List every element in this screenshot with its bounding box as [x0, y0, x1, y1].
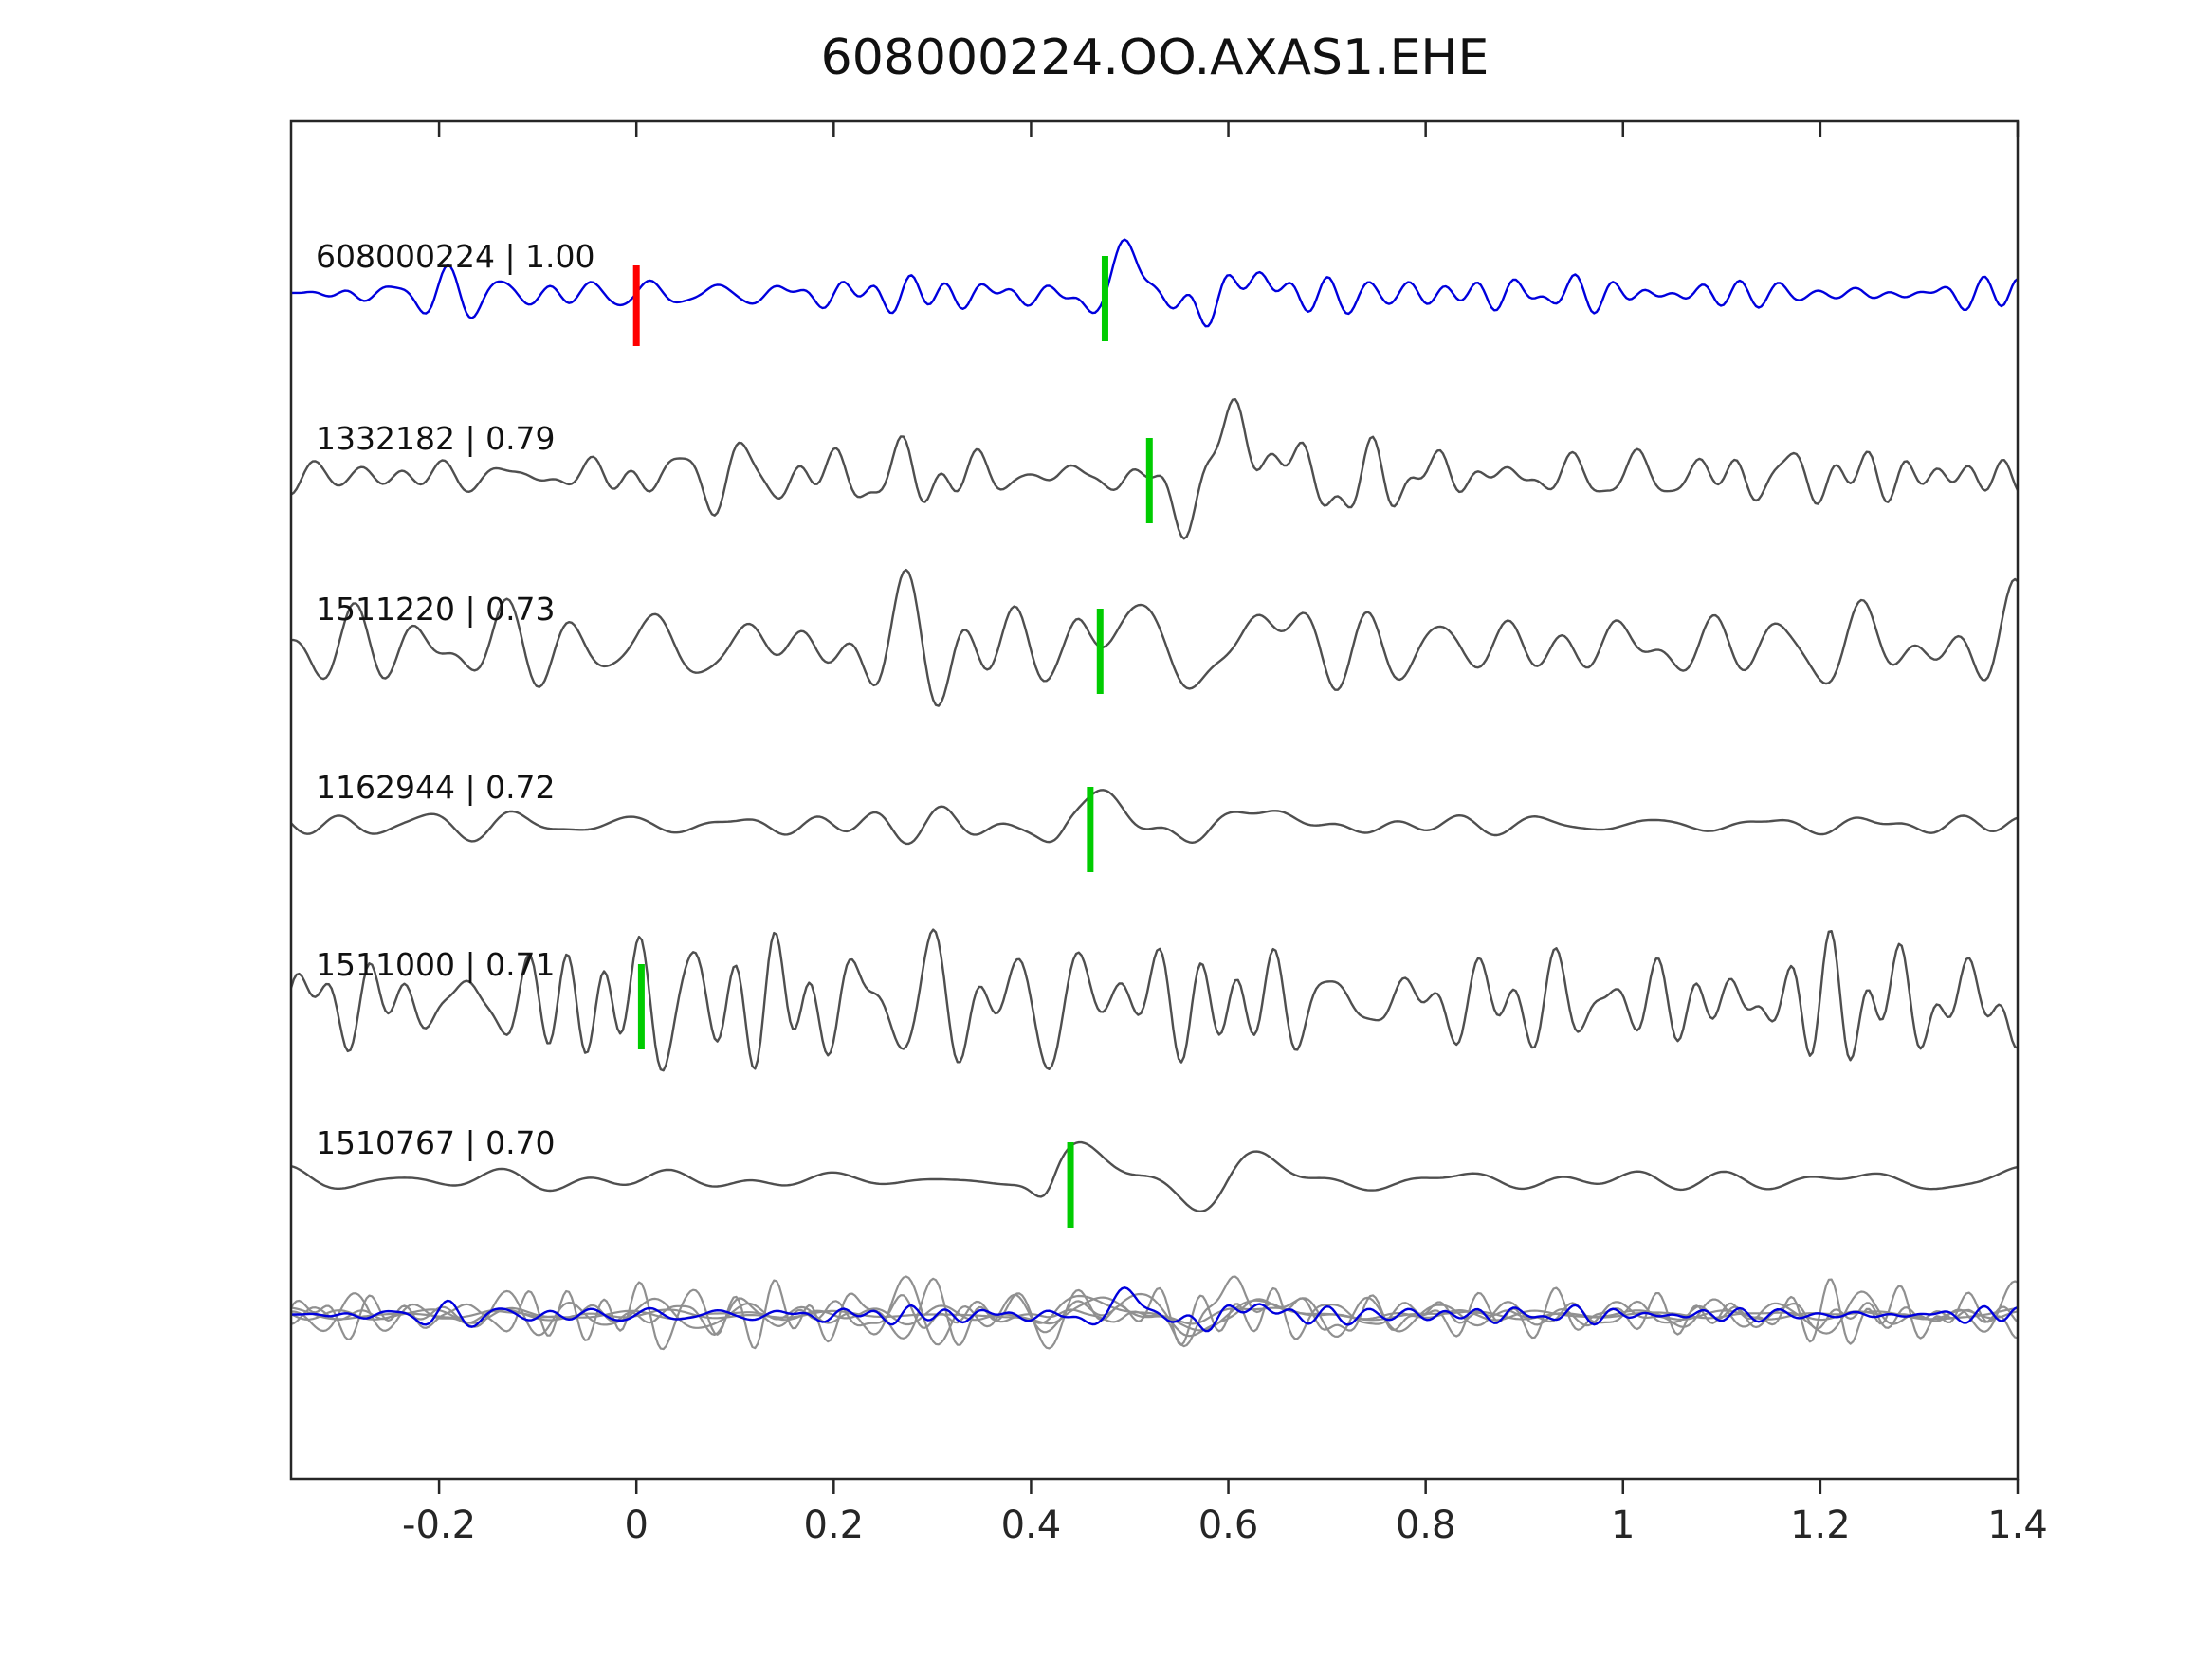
x-tick-label: 0.4	[1001, 1504, 1062, 1547]
trace-path	[291, 398, 2018, 540]
chart-title: 608000224.OO.AXAS1.EHE	[821, 29, 1490, 86]
trace-path	[291, 789, 2018, 846]
x-tick-label: 1.4	[1987, 1504, 2048, 1547]
trace-label: 1511000 | 0.71	[316, 946, 556, 983]
overlay-trace-path	[291, 1277, 2018, 1351]
trace-label: 1511220 | 0.73	[316, 591, 556, 628]
x-tick-label: 0.8	[1396, 1504, 1456, 1547]
trace-label: 1332182 | 0.79	[316, 420, 556, 457]
x-tick-label: 0.2	[804, 1504, 865, 1547]
trace-path	[291, 928, 2018, 1072]
x-tick-label: 0	[624, 1504, 648, 1547]
trace-path	[291, 1140, 2018, 1212]
plot-frame	[289, 119, 2020, 1481]
axis-group: -0.2 0 0.2 0.4 0.6 0.8 1 1.2 1.4	[402, 121, 2048, 1547]
x-tick-label: 1	[1611, 1504, 1635, 1547]
trace-label: 1510767 | 0.70	[316, 1124, 556, 1161]
marker-group	[632, 256, 1153, 1228]
trace-label-group: 608000224 | 1.00 1332182 | 0.79 1511220 | …	[316, 238, 595, 1161]
trace-label: 608000224 | 1.00	[316, 238, 595, 275]
trace-group	[291, 238, 2018, 1351]
x-tick-label: -0.2	[402, 1504, 476, 1547]
trace-path	[291, 568, 2018, 707]
x-tick-label: 0.6	[1198, 1504, 1259, 1547]
trace-path	[291, 238, 2018, 328]
overlay-template-path	[291, 1286, 2018, 1333]
trace-label: 1162944 | 0.72	[316, 769, 556, 806]
x-tick-label: 1.2	[1790, 1504, 1851, 1547]
